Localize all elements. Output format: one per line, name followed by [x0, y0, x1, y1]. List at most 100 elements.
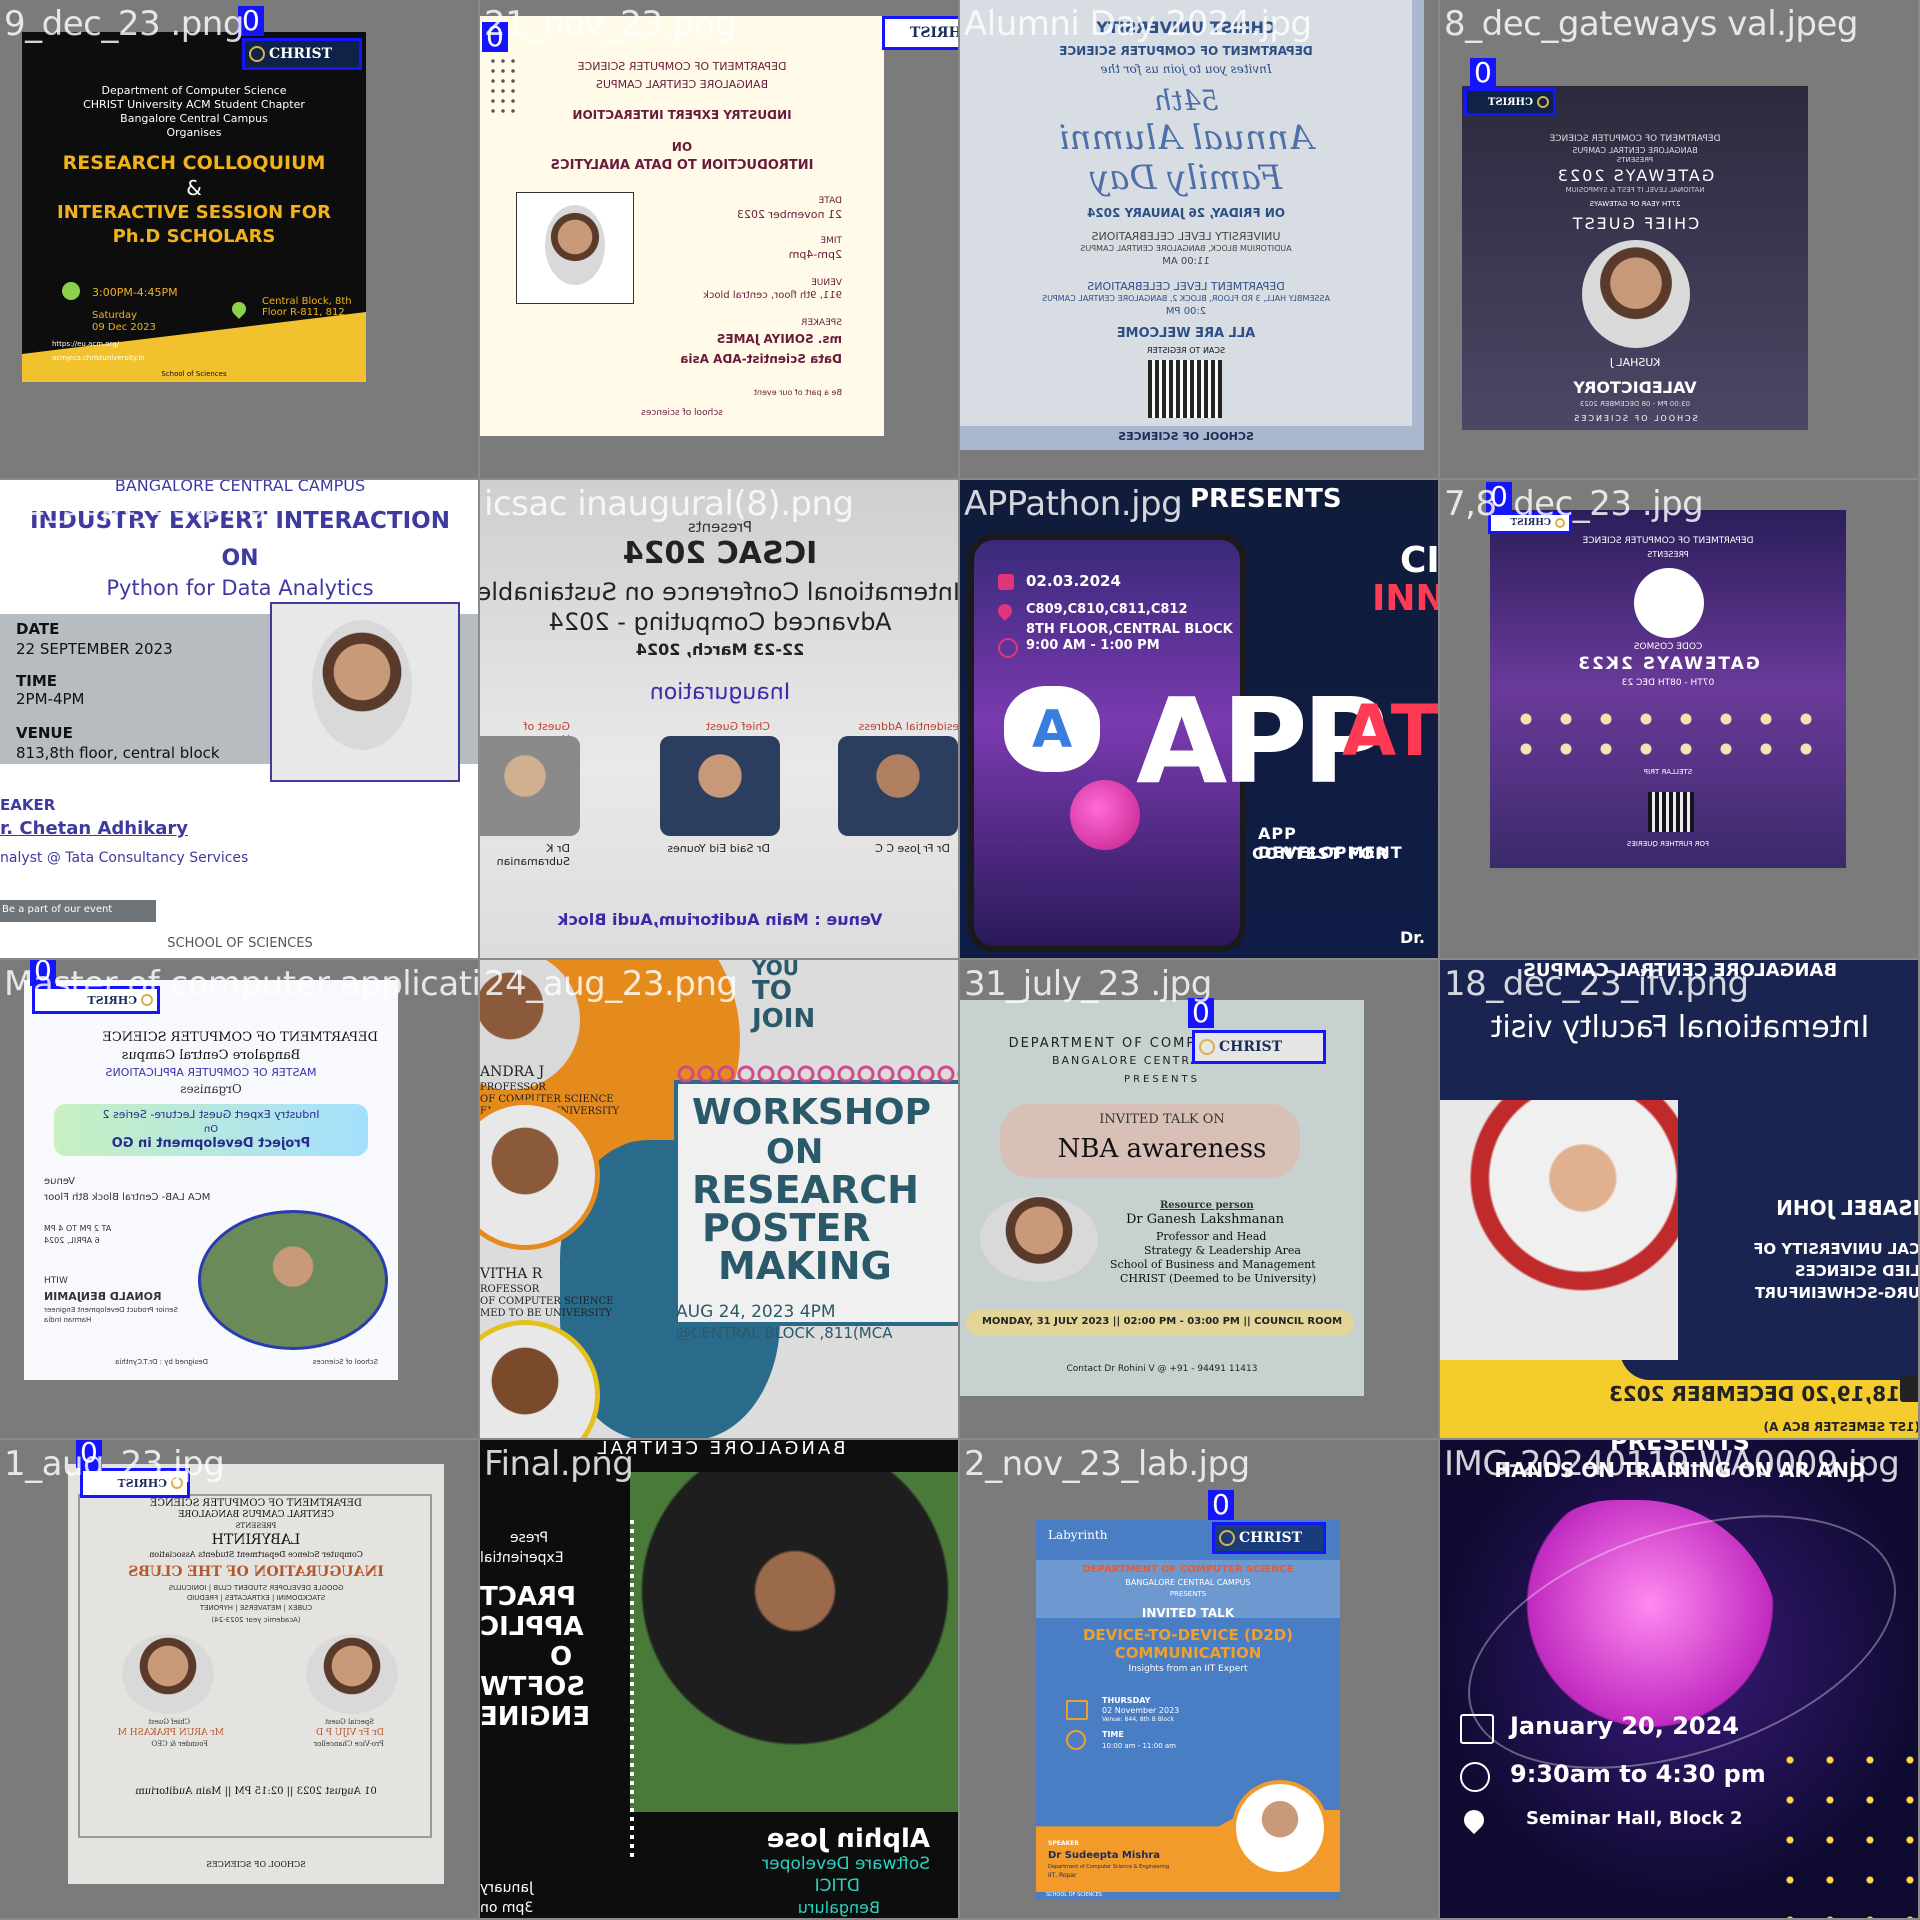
line-6: ON FRIDAY, 26 JANUARY 2024 — [1086, 206, 1286, 220]
tile-alumni-day-2024[interactable]: CHRIST UNIVERSITY DEPARTMENT OF COMPUTER… — [960, 0, 1440, 480]
line-11: WORKSHOP — [692, 1092, 931, 1133]
line-13: RESEARCH — [692, 1168, 919, 1212]
line-10: Venue: 844, 8th B Block — [1102, 1716, 1174, 1723]
line-6: INTERACTIVE SESSION FOR — [57, 202, 331, 223]
line-12: Venue : Main Auditorium,Audi Block — [557, 910, 883, 929]
line-16: AUG 24, 2023 4PM — [676, 1302, 836, 1322]
poster: BANGALORE CENTRAL CAMPUS International F… — [1440, 960, 1920, 1438]
calendar-icon — [998, 574, 1014, 590]
line-0: YOU — [752, 960, 800, 980]
line-12: https://eu.acm.org/ — [52, 340, 120, 348]
tile-2-nov-23-lab[interactable]: Labyrinth DEPARTMENT OF COMPUTER SCIENCE… — [960, 1440, 1440, 1920]
calendar-icon — [1460, 1714, 1494, 1744]
tile-7-8-dec-23[interactable]: DEPARTMENT OF COMPUTER SCIENCE PRESENTS … — [1440, 480, 1920, 960]
speaker-photo-2 — [480, 1100, 600, 1250]
line-3: ANDRA J — [480, 1064, 545, 1080]
line-4: APPLIC — [480, 1612, 584, 1642]
tile-filename: 7,8_dec_23 .jpg — [1444, 484, 1704, 524]
qr-code — [1148, 360, 1222, 418]
calendar-icon — [1900, 1376, 1918, 1402]
tile-img-20240119-wa0009[interactable]: PRESENTS HANDS ON TRAINING ON AR AND Jan… — [1440, 1440, 1920, 1920]
line-9: APP DEVELOPMENT — [1258, 824, 1403, 862]
speaker-photo — [198, 1210, 388, 1350]
detection-box: CHRIST — [882, 16, 958, 50]
rocket-logo — [1634, 568, 1704, 638]
line-1: DEPARTMENT OF COMPUTER SCIENCE — [1059, 44, 1313, 58]
line-7: Ph.D SCHOLARS — [112, 226, 276, 247]
tile-21-nov-23[interactable]: DEPARTMENT OF COMPUTER SCIENCE BANGALORE… — [480, 0, 960, 480]
line-14: SCHOOL OF SCIENCES — [167, 936, 313, 951]
line-2: ISABEL JOHN — [1776, 1196, 1920, 1220]
tile-filename: 24_aug_23.png — [484, 964, 738, 1004]
line-7: VITHA R — [480, 1266, 543, 1282]
line-4: NATIONAL LEVEL IT FEST & SYMPOSIUM — [1565, 186, 1705, 194]
line-4: Computer Science Department Students Ass… — [149, 1550, 363, 1559]
line-3: CAL UNIVERSITY OF — [1753, 1240, 1920, 1258]
tile-24-aug-23[interactable]: YOU TO JOIN ANDRA J PROFESSOR OF COMPUTE… — [480, 960, 960, 1440]
line-5: DATE — [818, 196, 842, 206]
line-4: INTRODUCTION TO DATA ANALYTICS — [550, 158, 814, 173]
line-1: Bangalore Central Campus — [121, 1048, 301, 1063]
guest-photo-1 — [838, 736, 958, 836]
speaker-photo — [980, 1196, 1098, 1282]
line-6: Dr Ganesh Lakshmanan — [1126, 1212, 1285, 1227]
line-8: AUDITORIUM BLOCK, BANGALORE CENTRAL CAMP… — [1080, 244, 1292, 253]
line-5: URG-SCHWEINFURT — [1754, 1284, 1920, 1302]
line-7: Insights from an IIT Expert — [1128, 1664, 1248, 1674]
tile-1-aug-23[interactable]: DEPARTMENT OF COMPUTER SCIENCE CENTRAL C… — [0, 1440, 480, 1920]
line-7: STACKDOMINI | EXTRACATES | FREDUID — [186, 1594, 326, 1602]
poster: Presents ICSAC 2024 International Confer… — [480, 480, 958, 958]
tile-filename: 31_july_23 .jpg — [964, 964, 1212, 1004]
line-11: TIME — [1102, 1730, 1124, 1739]
icon-row — [1510, 704, 1826, 764]
line-4: LIED SCIENCES — [1794, 1262, 1920, 1280]
line-5: STELLAR TRIP — [1643, 768, 1693, 776]
line-9: Saturday — [92, 310, 138, 321]
line-13: Senior Product Development Engineer — [44, 1306, 178, 1314]
tile-icsac-inaugural[interactable]: Presents ICSAC 2024 International Confer… — [480, 480, 960, 960]
line-1: CHRIST University ACM Student Chapter — [83, 98, 305, 111]
line-9: OF COMPUTER SCIENCE — [480, 1296, 614, 1307]
line-3: INVITED TALK ON — [1099, 1112, 1225, 1127]
line-7: (1ST SEMESTER BCA A) — [1763, 1420, 1920, 1434]
line-2: Experiential — [480, 1550, 564, 1566]
poster: CHRIST UNIVERSITY DEPARTMENT OF COMPUTER… — [960, 0, 1424, 450]
line-17: SCHOOL OF SCIENCES — [1046, 1892, 1102, 1898]
tile-filename: 22_sept_23.png — [4, 484, 267, 524]
line-6: 18,19,20 DECEMBER 2023 — [1608, 1382, 1900, 1406]
clock-icon — [62, 282, 80, 300]
line-10: CHRIST (Deemed to be University) — [1120, 1272, 1317, 1285]
tile-22-sept-23[interactable]: BANGALORE CENTRAL CAMPUS INDUSTRY EXPERT… — [0, 480, 480, 960]
speaker-photo — [270, 602, 460, 782]
chief-guest-photo — [122, 1634, 214, 1714]
line-4: 22-23 March, 2024 — [635, 640, 805, 659]
line-0: PRESENTS — [1610, 1440, 1750, 1456]
tile-31-july-23[interactable]: DEPARTMENT OF COMPUTER SCIENCE BANGALORE… — [960, 960, 1440, 1440]
line-5: 27TH YEAR OF GATEWAYS — [1589, 200, 1681, 208]
line-6: CHIEF GUEST — [1570, 214, 1700, 233]
tile-appathon[interactable]: PRESENTS 02.03.2024 C809,C810,C811,C812 … — [960, 480, 1440, 960]
tile-8-dec-gateways-val[interactable]: DEPARTMENT OF COMPUTER SCIENCE BANGALORE… — [1440, 0, 1920, 480]
line-10: CONTEST FOR — [1252, 844, 1389, 863]
detection-box: CHRIST — [32, 986, 160, 1014]
detection-tag: 0 — [76, 1440, 102, 1468]
line-4: INVITED TALK — [1141, 1606, 1235, 1620]
tile-filename: Master of computer applications.png — [4, 964, 480, 1004]
line-3: GATEWAYS 2023 — [1555, 166, 1715, 185]
tile-9-dec-23[interactable]: Department of Computer Science CHRIST Un… — [0, 0, 480, 480]
detection-box: CHRIST — [1488, 512, 1572, 534]
line-4: Industry Expert Guest Lecture- Series 2 — [102, 1108, 320, 1121]
line-4: 9:00 AM - 1:00 PM — [1026, 638, 1160, 653]
line-14: POSTER — [702, 1206, 871, 1250]
line-1: Prese — [510, 1530, 549, 1546]
tile-filename: Final.png — [484, 1444, 634, 1484]
tile-final[interactable]: BANGALORE CENTRAL Prese Experiential PRA… — [480, 1440, 960, 1920]
line-0: BANGALORE CENTRAL CAMPUS — [114, 480, 366, 495]
tile-filename: IMG-20240119-WA0009.jpg — [1444, 1444, 1900, 1484]
line-13: Be a part of our event — [2, 904, 113, 915]
tile-18-dec-23-ifv[interactable]: BANGALORE CENTRAL CAMPUS International F… — [1440, 960, 1920, 1440]
line-15: Department of Computer Science & Enginee… — [1048, 1864, 1170, 1870]
tile-master-of-computer-applications[interactable]: DEPARTMENT OF COMPUTER SCIENCE Bangalore… — [0, 960, 480, 1440]
line-6: 21 november 2023 — [737, 208, 842, 221]
android-icon: A — [1032, 700, 1073, 760]
